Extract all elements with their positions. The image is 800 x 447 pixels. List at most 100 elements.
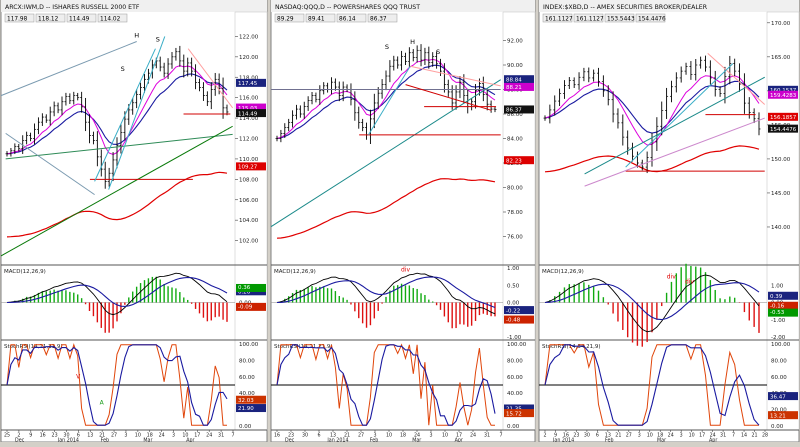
- price-tick-label: 108.00: [239, 177, 259, 183]
- month-label: Dec: [15, 438, 25, 443]
- stoch-tick-label: 80.00: [507, 358, 523, 364]
- ohlc-box: [604, 13, 635, 23]
- panel-frame: [270, 0, 536, 443]
- stoch-slow-line: [6, 344, 228, 426]
- macd-signal-line: [544, 282, 760, 321]
- price-tick-label: 145.00: [771, 191, 791, 197]
- month-label: Mar: [657, 438, 666, 443]
- price-marker: [504, 156, 534, 165]
- panel-qqq: NASDAQ:QQQ,D -- POWERSHARES QQQ TRUST 89.…: [270, 0, 536, 444]
- month-label: Feb: [605, 438, 614, 443]
- price-marker-label: 82.23: [506, 158, 522, 164]
- pattern-label: H: [410, 38, 415, 46]
- price-tick-label: 116.00: [239, 96, 259, 102]
- stoch-marker-label: 13.21: [770, 413, 786, 419]
- date-label: 13: [330, 433, 336, 439]
- price-tick-label: 84.00: [507, 137, 523, 143]
- ohlc-box: [274, 13, 305, 23]
- date-label: 9: [554, 433, 557, 439]
- macd-label: MACD(12,26,9): [542, 269, 584, 275]
- date-label: 30: [584, 433, 590, 439]
- macd-signal-line: [276, 276, 496, 309]
- stoch-tick-label: 0.00: [771, 424, 784, 430]
- stoch-annotation: V: [76, 373, 81, 380]
- ohlc-box: [4, 13, 35, 23]
- price-tick-label: 170.00: [771, 21, 791, 27]
- month-label: Jan 2014: [552, 438, 574, 443]
- macd-line: [276, 272, 496, 315]
- date-label: 6: [77, 433, 80, 439]
- macd-label: MACD(12,26,9): [4, 269, 46, 275]
- macd-marker-label: 0.26: [238, 289, 251, 295]
- pattern-label: S: [121, 65, 125, 73]
- stoch-tick-label: 80.00: [771, 358, 787, 364]
- month-label: Jan 2014: [57, 438, 79, 443]
- trend-line: [410, 65, 501, 87]
- ma-mid-line: [276, 64, 496, 140]
- header-bar: [539, 0, 799, 12]
- ohlc-box: [336, 13, 367, 23]
- macd-marker-label: -0.48: [506, 317, 521, 323]
- date-label: 3: [429, 433, 432, 439]
- price-marker-label: 114.49: [238, 111, 258, 117]
- ohlc-value: 161.1127: [576, 17, 604, 23]
- macd-marker: [504, 315, 534, 324]
- ohlc-value: 153.5443: [607, 17, 635, 23]
- stoch-label: StochRSI(14,21,21,9): [4, 344, 63, 350]
- price-marker-label: 88.84: [506, 77, 522, 83]
- date-label: 10: [182, 433, 188, 439]
- price-marker: [768, 124, 798, 133]
- header-bar: [271, 0, 535, 12]
- macd-marker: [504, 306, 534, 315]
- price-tick-label: 122.00: [239, 34, 259, 40]
- date-label: 6: [317, 433, 320, 439]
- price-marker: [236, 103, 266, 112]
- macd-tick-label: 1.00: [507, 266, 520, 272]
- price-tick-label: 80.00: [507, 186, 523, 192]
- macd-tick-label: 0.00: [507, 301, 520, 307]
- stoch-tick-label: 80.00: [239, 358, 255, 364]
- macd-tick-label: -1.00: [507, 335, 522, 341]
- date-label: 3: [373, 433, 376, 439]
- price-marker: [236, 162, 266, 171]
- pattern-label: S: [156, 36, 160, 44]
- price-tick-label: 106.00: [239, 198, 259, 204]
- price-marker: [768, 85, 798, 94]
- stoch-tick-label: 60.00: [771, 375, 787, 381]
- price-tick-label: 102.00: [239, 239, 259, 245]
- stoch-tick-label: 40.00: [507, 391, 523, 397]
- stoch-marker: [768, 392, 798, 401]
- date-label: 2: [17, 433, 20, 439]
- trend-line: [94, 48, 156, 182]
- macd-marker: [236, 302, 266, 311]
- macd-marker: [768, 308, 798, 317]
- date-label: 24: [159, 433, 165, 439]
- price-marker: [768, 112, 798, 121]
- date-label: 21: [344, 433, 350, 439]
- price-tick-label: 76.00: [507, 235, 523, 241]
- stoch-tick-label: 60.00: [507, 375, 523, 381]
- ohlc-value: 154.4476: [638, 17, 666, 23]
- price-marker: [504, 75, 534, 84]
- divergence-label: div: [667, 273, 676, 280]
- price-tick-label: 78.00: [507, 210, 523, 216]
- month-label: Apr: [709, 438, 717, 443]
- month-label: Dec: [285, 438, 295, 443]
- price-tick-label: 110.00: [239, 157, 259, 163]
- date-label: 10: [386, 433, 392, 439]
- price-marker: [504, 82, 534, 91]
- date-label: 28: [762, 433, 768, 439]
- stoch-annotation: A: [100, 400, 105, 407]
- pattern-label: S: [436, 48, 440, 56]
- date-label: 10: [442, 433, 448, 439]
- macd-marker: [236, 283, 266, 292]
- ma-long-line: [276, 178, 496, 239]
- stoch-marker-label: 36.47: [770, 394, 786, 400]
- price-marker: [236, 78, 266, 87]
- date-label: 21: [615, 433, 621, 439]
- macd-line: [544, 274, 760, 333]
- ohlc-value: 86.37: [370, 17, 387, 23]
- trend-line: [0, 125, 233, 257]
- date-label: 31: [218, 433, 224, 439]
- panel-frame: [538, 0, 800, 443]
